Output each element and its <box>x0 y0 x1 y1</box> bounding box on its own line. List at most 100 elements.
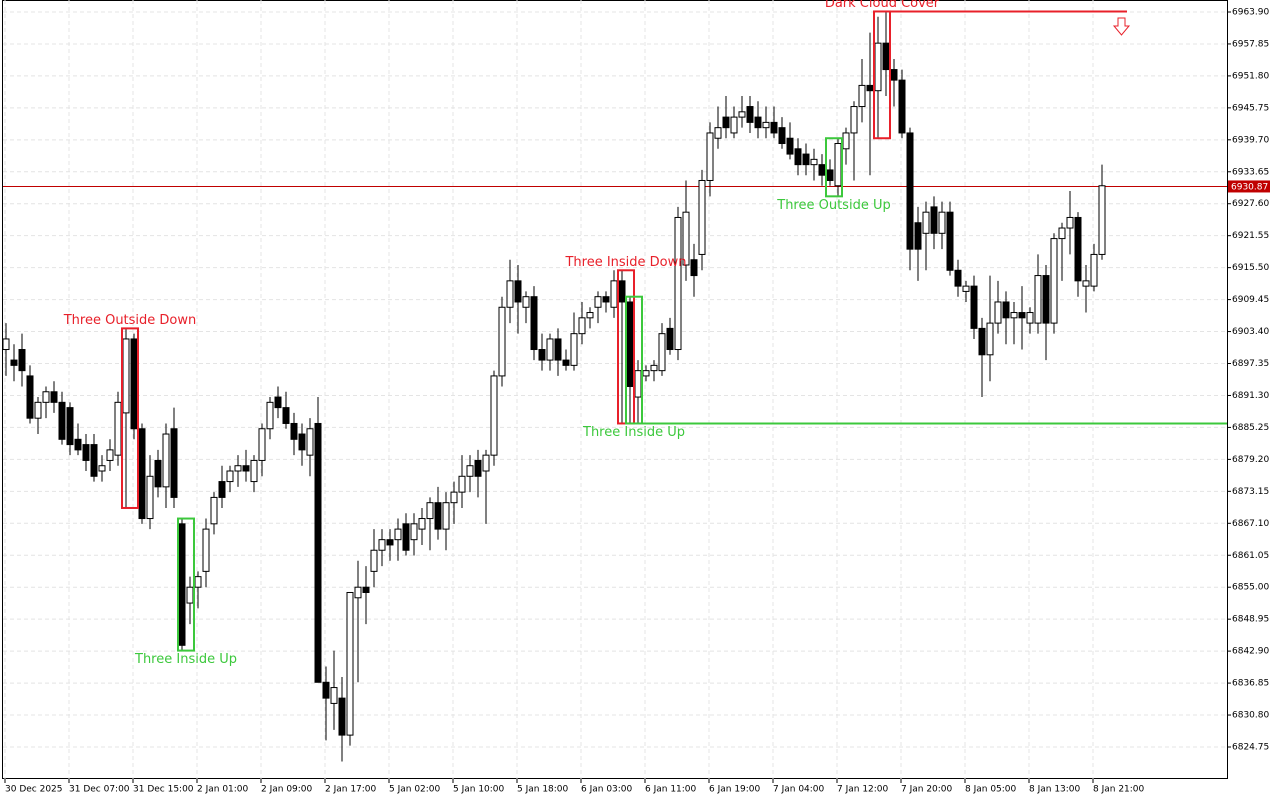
candle-body <box>82 444 90 461</box>
candle-body <box>850 106 858 134</box>
candle-body <box>354 586 362 599</box>
candle-body <box>314 422 322 683</box>
candle-body <box>210 496 218 525</box>
candle-body <box>122 338 130 414</box>
candle-body <box>1098 185 1106 255</box>
candle-body <box>738 111 746 118</box>
pattern-label: Dark Cloud Cover <box>825 0 940 11</box>
candle-body <box>746 106 754 123</box>
x-tick-label: 6 Jan 11:00 <box>645 785 697 795</box>
candle-body <box>946 211 954 271</box>
candle-body <box>722 116 730 129</box>
candle-body <box>538 349 546 361</box>
y-tick-label: 6873.15 <box>1232 487 1269 497</box>
pattern-label: Three Inside Up <box>134 652 237 667</box>
candle-body <box>1058 227 1066 240</box>
candle-body <box>482 454 490 472</box>
candle-body <box>186 586 194 604</box>
x-tick-label: 7 Jan 20:00 <box>901 785 953 795</box>
y-tick-label: 6939.70 <box>1232 135 1269 145</box>
candle-body <box>138 428 146 520</box>
candle-body <box>434 502 442 530</box>
candle-body <box>594 296 602 308</box>
candle-body <box>514 280 522 303</box>
candle-body <box>26 375 34 419</box>
y-tick-label: 6957.85 <box>1232 39 1269 49</box>
x-tick-label: 7 Jan 12:00 <box>837 785 889 795</box>
candle-body <box>922 211 930 234</box>
candle-body <box>58 401 66 440</box>
candle-body <box>338 697 346 736</box>
candle-body <box>978 327 986 356</box>
candle-body <box>762 121 770 129</box>
y-tick-label: 6891.30 <box>1232 391 1269 401</box>
candle-body <box>114 401 122 456</box>
y-tick-label: 6836.85 <box>1232 679 1269 689</box>
candle-body <box>970 285 978 329</box>
candle-body <box>866 84 874 92</box>
candle-body <box>1034 275 1042 324</box>
candle-body <box>626 301 634 387</box>
y-tick-label: 6824.75 <box>1232 742 1269 752</box>
candle-body <box>146 475 154 520</box>
candle-body <box>50 391 58 403</box>
candle-body <box>522 296 530 308</box>
candle-body <box>218 481 226 498</box>
y-tick-label: 6915.50 <box>1232 263 1269 273</box>
candle-body <box>1018 312 1026 319</box>
x-tick-label: 6 Jan 03:00 <box>581 785 633 795</box>
candle-body <box>554 338 562 361</box>
candle-body <box>234 465 242 472</box>
candle-body <box>578 317 586 335</box>
candle-body <box>890 69 898 81</box>
candle-body <box>202 528 210 572</box>
candle-body <box>682 211 690 266</box>
candle-body <box>858 84 866 108</box>
candle-body <box>306 428 314 456</box>
candle-body <box>418 518 426 530</box>
x-tick-label: 31 Dec 07:00 <box>69 785 130 795</box>
candle-body <box>18 349 26 372</box>
candle-body <box>706 132 714 181</box>
y-tick-label: 6879.20 <box>1232 455 1269 465</box>
candle-body <box>330 687 338 704</box>
candle-body <box>322 681 330 699</box>
candle-body <box>1090 253 1098 287</box>
candle-body <box>378 539 386 551</box>
pattern-box <box>121 327 139 509</box>
y-tick-label: 6867.10 <box>1232 519 1269 529</box>
candle-body <box>226 470 234 483</box>
candle-body <box>874 42 882 92</box>
candle-body <box>690 259 698 277</box>
x-tick-label: 8 Jan 05:00 <box>965 785 1017 795</box>
candle-body <box>474 459 482 477</box>
pattern-label: Three Inside Down <box>564 255 686 270</box>
candle-body <box>586 312 594 319</box>
price-label-bg <box>1228 180 1270 193</box>
pattern-box <box>625 295 643 425</box>
candle-body <box>386 539 394 546</box>
candle-body <box>986 322 994 356</box>
y-tick-label: 6921.55 <box>1232 231 1269 241</box>
candle-body <box>98 465 106 472</box>
candle-body <box>842 132 850 150</box>
y-tick-label: 6861.05 <box>1232 551 1269 561</box>
candle-body <box>106 449 114 461</box>
candle-body <box>666 327 674 351</box>
candle-body <box>394 528 402 541</box>
pattern-label: Three Outside Up <box>776 198 890 213</box>
candle-body <box>346 591 354 736</box>
candle-body <box>154 459 162 488</box>
candle-body <box>786 137 794 155</box>
candle-body <box>954 269 962 287</box>
candle-body <box>1042 275 1050 324</box>
x-tick-label: 30 Dec 2025 <box>5 785 63 795</box>
candle-body <box>34 401 42 419</box>
candle-body <box>362 586 370 593</box>
candle-body <box>178 523 186 646</box>
y-tick-label: 6885.25 <box>1232 423 1269 433</box>
y-tick-label: 6909.45 <box>1232 295 1269 305</box>
candle-body <box>282 407 290 424</box>
y-tick-label: 6897.35 <box>1232 359 1269 369</box>
